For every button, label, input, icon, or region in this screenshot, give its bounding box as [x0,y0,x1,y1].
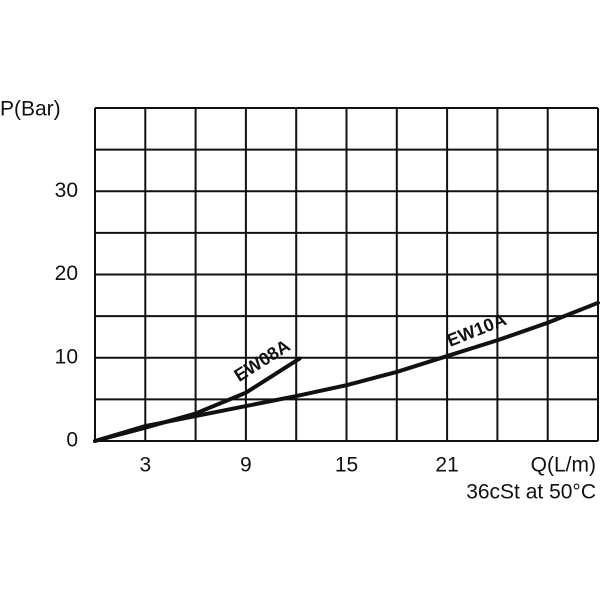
x-tick-label: 9 [240,454,252,477]
subtitle: 36cSt at 50°C [466,481,596,504]
y-tick-label: 0 [66,429,78,452]
x-axis-title: Q(L/m) [531,454,596,477]
y-axis-title: P(Bar) [0,98,61,121]
y-tick-label: 30 [55,179,78,202]
curve [93,300,600,443]
y-tick-label: 20 [55,262,78,285]
curve-label: EW08A [231,336,294,386]
x-tick-label: 3 [139,454,151,477]
y-tick-label: 10 [55,345,78,368]
x-tick-label: 15 [335,454,358,477]
x-tick-label: 21 [435,454,458,477]
